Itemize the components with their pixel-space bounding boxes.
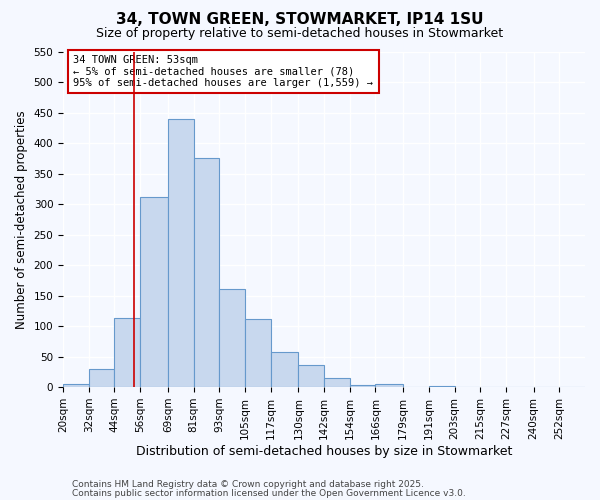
Text: 34, TOWN GREEN, STOWMARKET, IP14 1SU: 34, TOWN GREEN, STOWMARKET, IP14 1SU (116, 12, 484, 28)
Bar (63, 384, 89, 387)
Text: 34 TOWN GREEN: 53sqm
← 5% of semi-detached houses are smaller (78)
95% of semi-d: 34 TOWN GREEN: 53sqm ← 5% of semi-detach… (73, 55, 373, 88)
Bar (429, 386, 455, 387)
Bar (168, 118, 194, 387)
Bar (350, 386, 376, 387)
Text: Size of property relative to semi-detached houses in Stowmarket: Size of property relative to semi-detach… (97, 28, 503, 40)
X-axis label: Distribution of semi-detached houses by size in Stowmarket: Distribution of semi-detached houses by … (136, 444, 512, 458)
Bar (324, 378, 350, 387)
Bar (298, 364, 324, 387)
Bar (271, 352, 298, 387)
Bar (219, 290, 245, 387)
Bar (245, 320, 271, 387)
Bar (115, 318, 140, 387)
Y-axis label: Number of semi-detached properties: Number of semi-detached properties (15, 110, 28, 328)
Text: Contains public sector information licensed under the Open Government Licence v3: Contains public sector information licen… (72, 488, 466, 498)
Text: Contains HM Land Registry data © Crown copyright and database right 2025.: Contains HM Land Registry data © Crown c… (72, 480, 424, 489)
Bar (140, 198, 168, 387)
Bar (89, 369, 115, 387)
Bar (376, 384, 403, 387)
Bar (194, 158, 219, 387)
